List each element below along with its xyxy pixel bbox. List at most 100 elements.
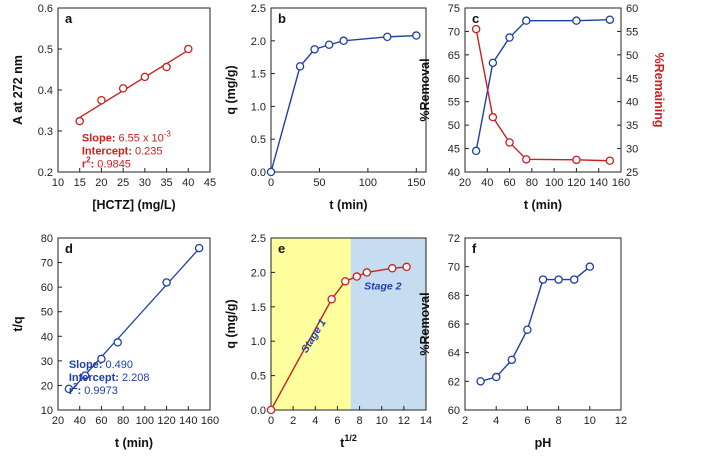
panel-e: 0 2 4 6 8 10 12 14 0.0 0.5 1.0 1.5 2.0 2.5 t1/2 q (mg/g… bbox=[224, 233, 432, 450]
slope-exponent: -3 bbox=[164, 129, 172, 138]
y-axis-label: %Removal bbox=[418, 292, 432, 355]
slope-label: Slope: bbox=[82, 132, 116, 144]
data-point bbox=[339, 36, 348, 46]
x-axis-label-main: t bbox=[340, 436, 345, 450]
x-tick-label: 150 bbox=[407, 177, 425, 189]
panel-letter: a bbox=[65, 11, 73, 26]
y-tick-label: 0.0 bbox=[251, 405, 266, 417]
y-right-tick-label: 25 bbox=[626, 167, 638, 179]
data-point bbox=[184, 44, 193, 54]
x-tick-label: 35 bbox=[160, 177, 172, 189]
y-tick-label: 20 bbox=[41, 380, 53, 392]
y-tick-label: 0.0 bbox=[251, 167, 266, 179]
data-point bbox=[538, 275, 548, 284]
slope-value: 6.55 x 10 bbox=[119, 132, 164, 144]
data-point bbox=[341, 277, 350, 286]
y-tick-label: 60 bbox=[448, 405, 460, 417]
data-point bbox=[491, 372, 501, 382]
data-point bbox=[476, 377, 485, 386]
x-tick-label: 60 bbox=[95, 415, 107, 427]
x-axis-label: t (min) bbox=[524, 198, 562, 212]
data-point bbox=[572, 155, 581, 165]
x-tick-label: 120 bbox=[567, 177, 585, 189]
y-right-tick-label: 55 bbox=[626, 26, 638, 38]
y-tick-label: 72 bbox=[448, 233, 460, 245]
data-point bbox=[118, 84, 128, 93]
data-point bbox=[507, 355, 517, 365]
y-axis-label: q (mg/g) bbox=[224, 299, 238, 348]
y-tick-label: 40 bbox=[448, 167, 460, 179]
data-point bbox=[352, 272, 362, 281]
y-tick-label: 1.0 bbox=[251, 101, 266, 113]
y-tick-label: 10 bbox=[41, 405, 53, 417]
x-tick-label: 50 bbox=[313, 177, 325, 189]
data-point bbox=[488, 112, 498, 122]
x-tick-label: 6 bbox=[524, 415, 530, 427]
data-point bbox=[572, 16, 581, 25]
y-right-tick-label: 45 bbox=[626, 73, 638, 85]
data-point bbox=[97, 96, 106, 105]
x-tick-label: 40 bbox=[74, 415, 86, 427]
y-axis-label: A at 272 nm bbox=[11, 55, 25, 125]
y-tick-label: 68 bbox=[448, 290, 460, 302]
data-point bbox=[75, 116, 84, 126]
r2-superscript: 2 bbox=[73, 382, 78, 391]
y-right-tick-label: 40 bbox=[626, 97, 638, 109]
series-line-2 bbox=[475, 28, 610, 162]
fit-line bbox=[79, 49, 189, 119]
x-tick-label: 8 bbox=[357, 415, 363, 427]
intercept-value: 0.235 bbox=[135, 145, 163, 157]
data-point bbox=[585, 262, 595, 271]
x-tick-label: 4 bbox=[493, 415, 499, 427]
y-tick-label: 0.3 bbox=[38, 126, 53, 138]
data-point bbox=[488, 58, 498, 68]
x-tick-label: 45 bbox=[204, 177, 216, 189]
fit-line bbox=[68, 248, 200, 394]
plot-frame bbox=[57, 237, 211, 411]
x-tick-label: 40 bbox=[182, 177, 194, 189]
y-tick-label: 1.5 bbox=[251, 302, 266, 314]
y-axis-label: t/q bbox=[11, 316, 25, 331]
y-tick-label: 50 bbox=[41, 307, 53, 319]
data-point bbox=[382, 32, 392, 42]
panel-letter: d bbox=[65, 241, 73, 256]
data-point bbox=[140, 72, 150, 82]
x-tick-label: 30 bbox=[139, 177, 151, 189]
x-axis-label: t1/2 bbox=[340, 433, 357, 450]
annotation-r2: r2: 0.9845 bbox=[82, 155, 131, 170]
data-point bbox=[522, 16, 531, 25]
data-point bbox=[471, 146, 481, 156]
x-tick-label: 15 bbox=[74, 177, 86, 189]
y-tick-label: 0.6 bbox=[38, 3, 53, 15]
data-point bbox=[64, 384, 74, 394]
data-point bbox=[605, 156, 615, 166]
y-right-tick-label: 35 bbox=[626, 120, 638, 132]
y-tick-label: 40 bbox=[41, 331, 53, 343]
x-tick-label: 40 bbox=[481, 177, 493, 189]
y-axis-label: q (mg/g) bbox=[224, 65, 238, 114]
y-tick-label: 55 bbox=[448, 97, 460, 109]
y-tick-label: 45 bbox=[448, 144, 460, 156]
x-tick-label: 60 bbox=[503, 177, 515, 189]
x-tick-label: 20 bbox=[95, 177, 107, 189]
y-tick-label: 65 bbox=[448, 50, 460, 62]
r2-value: 0.9973 bbox=[84, 385, 118, 397]
x-tick-label: 140 bbox=[179, 415, 197, 427]
data-point bbox=[194, 243, 204, 253]
x-axis-label: [HCTZ] (mg/L) bbox=[92, 198, 175, 212]
panel-letter: f bbox=[472, 241, 477, 256]
panel-letter: e bbox=[278, 241, 285, 256]
y-tick-label: 66 bbox=[448, 319, 460, 331]
slope-label: Slope: bbox=[69, 359, 103, 371]
x-tick-label: 80 bbox=[117, 415, 129, 427]
y-tick-label: 0.5 bbox=[251, 371, 266, 383]
x-tick-label: 100 bbox=[359, 177, 377, 189]
x-tick-label: 8 bbox=[556, 415, 562, 427]
y-right-tick-label: 30 bbox=[626, 144, 638, 156]
y-tick-label: 62 bbox=[448, 376, 460, 388]
x-tick-label: 20 bbox=[52, 415, 64, 427]
x-tick-label: 14 bbox=[420, 415, 432, 427]
annotation-r2: r2: 0.9973 bbox=[69, 382, 118, 397]
y-tick-label: 0.5 bbox=[38, 44, 53, 56]
